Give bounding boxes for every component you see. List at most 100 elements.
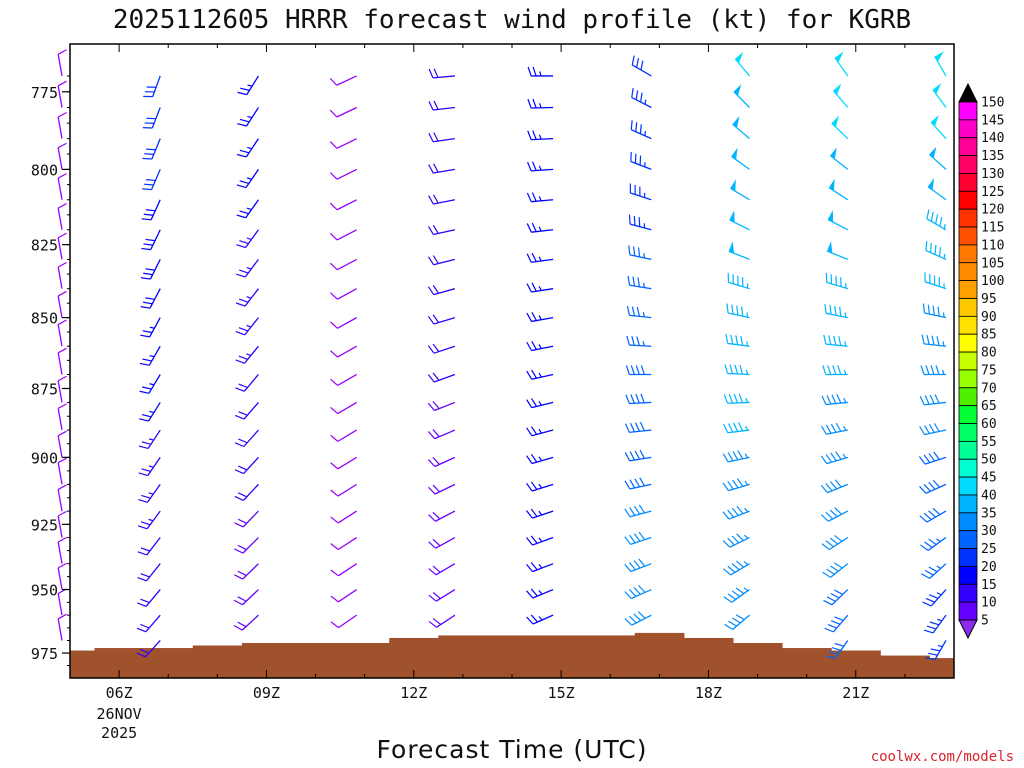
colorbar-swatch bbox=[958, 530, 978, 549]
barb-full bbox=[531, 340, 537, 350]
barb-full bbox=[141, 468, 151, 472]
barb-full bbox=[57, 111, 67, 118]
barb-full bbox=[531, 398, 538, 407]
barb-shaft bbox=[434, 483, 456, 495]
barb-full bbox=[735, 614, 745, 621]
barb-shaft bbox=[826, 312, 848, 319]
barb-shaft bbox=[149, 259, 161, 280]
barb-half bbox=[745, 369, 749, 375]
barb-pennant bbox=[832, 83, 842, 96]
wind-barb bbox=[57, 536, 67, 564]
wind-barb bbox=[723, 422, 750, 434]
barb-full bbox=[239, 118, 250, 123]
barb-pennant bbox=[826, 241, 833, 254]
barb-full bbox=[919, 485, 927, 494]
barb-full bbox=[633, 560, 641, 569]
barb-full bbox=[239, 240, 249, 245]
wind-barb bbox=[726, 303, 750, 319]
wind-barb bbox=[526, 369, 554, 380]
wind-barb bbox=[921, 563, 947, 579]
barb-full bbox=[829, 537, 839, 545]
barb-full bbox=[432, 457, 440, 465]
barb-full bbox=[626, 335, 630, 346]
barb-full bbox=[935, 214, 939, 224]
wind-barb bbox=[329, 168, 357, 180]
barb-full bbox=[329, 292, 338, 300]
barb-full bbox=[630, 394, 635, 404]
wind-barb bbox=[234, 429, 259, 448]
wind-barb bbox=[57, 203, 67, 230]
barb-full bbox=[142, 301, 153, 305]
y-tick-label: 925 bbox=[31, 516, 58, 534]
barb-full bbox=[924, 395, 930, 405]
barb-half bbox=[149, 355, 155, 358]
barb-full bbox=[736, 305, 739, 316]
barb-shaft bbox=[924, 281, 947, 290]
colorbar-swatch bbox=[958, 440, 978, 460]
barb-full bbox=[626, 305, 631, 316]
barb-pennant bbox=[930, 114, 939, 127]
barb-full bbox=[427, 374, 435, 383]
colorbar-label: 40 bbox=[981, 488, 997, 503]
barb-full bbox=[432, 255, 439, 264]
barb-shaft bbox=[728, 281, 750, 290]
barb-full bbox=[928, 453, 936, 462]
colorbar-legend: 1501451401351301251201151101051009590858… bbox=[958, 82, 1004, 640]
x-tick-label: 06Z bbox=[106, 684, 133, 702]
wind-barb bbox=[823, 334, 848, 347]
wind-barb bbox=[137, 589, 161, 608]
barb-full bbox=[634, 422, 640, 432]
barb-half bbox=[844, 312, 847, 318]
barb-half bbox=[936, 592, 942, 596]
barb-full bbox=[924, 569, 934, 576]
y-tick-label: 850 bbox=[31, 310, 58, 328]
barb-full bbox=[731, 563, 740, 571]
barb-shaft bbox=[242, 563, 259, 580]
barb-half bbox=[538, 372, 542, 378]
barb-shaft bbox=[531, 456, 554, 465]
wind-barb bbox=[625, 393, 652, 405]
barb-full bbox=[825, 454, 832, 463]
colorbar-label: 5 bbox=[981, 614, 989, 629]
barb-shaft bbox=[145, 640, 161, 658]
barb-shaft bbox=[337, 536, 358, 551]
wind-barb bbox=[918, 451, 947, 465]
barb-shaft bbox=[630, 160, 652, 171]
barb-full bbox=[923, 454, 931, 463]
y-tick-label: 950 bbox=[31, 582, 58, 600]
barb-full bbox=[729, 364, 734, 374]
barb-full bbox=[834, 534, 843, 542]
wind-barb bbox=[136, 640, 161, 658]
barb-full bbox=[820, 455, 828, 464]
barb-shaft bbox=[242, 589, 259, 606]
barb-full bbox=[137, 525, 148, 530]
barb-full bbox=[633, 215, 636, 226]
barb-full bbox=[639, 124, 642, 134]
barb-full bbox=[829, 304, 832, 315]
barb-full bbox=[824, 303, 827, 314]
barb-shaft bbox=[336, 75, 357, 86]
barb-full bbox=[727, 452, 734, 462]
barb-full bbox=[57, 142, 67, 149]
barb-full bbox=[239, 180, 250, 185]
barb-full bbox=[330, 621, 339, 629]
barb-shaft bbox=[57, 324, 63, 347]
barb-full bbox=[138, 498, 148, 503]
barb-half bbox=[538, 510, 543, 516]
barb-full bbox=[146, 148, 156, 151]
barb-half bbox=[942, 312, 945, 318]
barb-full bbox=[741, 306, 744, 317]
barb-full bbox=[934, 245, 937, 255]
wind-barb bbox=[137, 510, 161, 530]
barb-full bbox=[139, 362, 150, 366]
barb-full bbox=[728, 620, 737, 627]
barb-pennant bbox=[831, 115, 839, 128]
wind-barb bbox=[730, 179, 750, 201]
wind-barb bbox=[526, 252, 554, 263]
barb-full bbox=[933, 451, 940, 460]
credit-link[interactable]: coolwx.com/models bbox=[871, 749, 1014, 765]
wind-barb bbox=[235, 288, 259, 307]
barb-half bbox=[937, 618, 943, 622]
barb-half bbox=[246, 237, 252, 241]
barb-full bbox=[140, 573, 150, 578]
